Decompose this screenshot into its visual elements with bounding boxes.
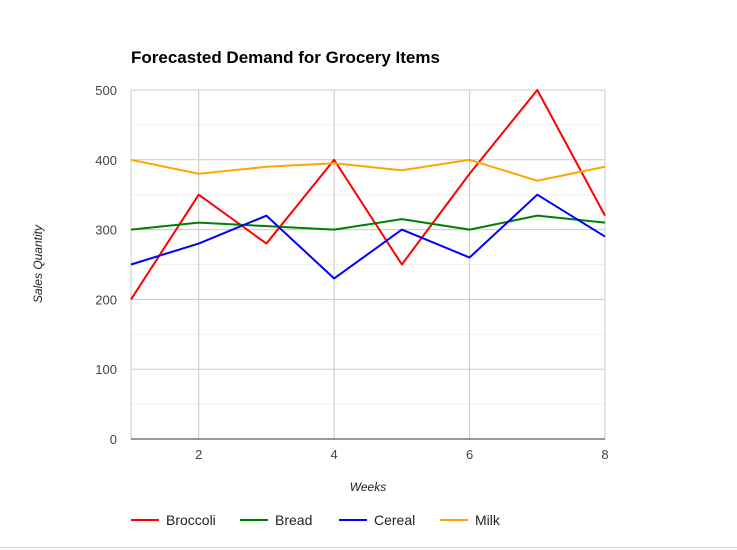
x-axis-ticks: 2 4 6 8 <box>195 447 609 462</box>
series-line-milk <box>130 158 606 182</box>
series-line-broccoli <box>130 89 606 300</box>
legend-label: Milk <box>475 512 501 528</box>
y-tick-label: 200 <box>95 292 117 307</box>
legend: Broccoli Bread Cereal Milk <box>131 512 501 528</box>
x-tick-label: 2 <box>195 447 202 462</box>
chart-title: Forecasted Demand for Grocery Items <box>131 48 440 67</box>
series-lines <box>130 89 606 300</box>
legend-label: Bread <box>275 512 312 528</box>
x-tick-label: 6 <box>466 447 473 462</box>
y-axis-ticks: 0 100 200 300 400 500 <box>95 83 117 447</box>
y-tick-label: 500 <box>95 83 117 98</box>
y-tick-label: 0 <box>110 432 117 447</box>
x-axis-label: Weeks <box>350 480 386 494</box>
y-tick-label: 300 <box>95 223 117 238</box>
y-axis-label: Sales Quantity <box>31 224 45 303</box>
x-tick-label: 8 <box>601 447 608 462</box>
legend-label: Cereal <box>374 512 415 528</box>
gridlines <box>130 89 606 439</box>
bottom-divider <box>0 547 737 548</box>
legend-label: Broccoli <box>166 512 216 528</box>
y-tick-label: 400 <box>95 153 117 168</box>
series-line-cereal <box>130 193 606 280</box>
y-tick-label: 100 <box>95 362 117 377</box>
x-tick-label: 4 <box>331 447 338 462</box>
series-line-bread <box>130 214 606 231</box>
